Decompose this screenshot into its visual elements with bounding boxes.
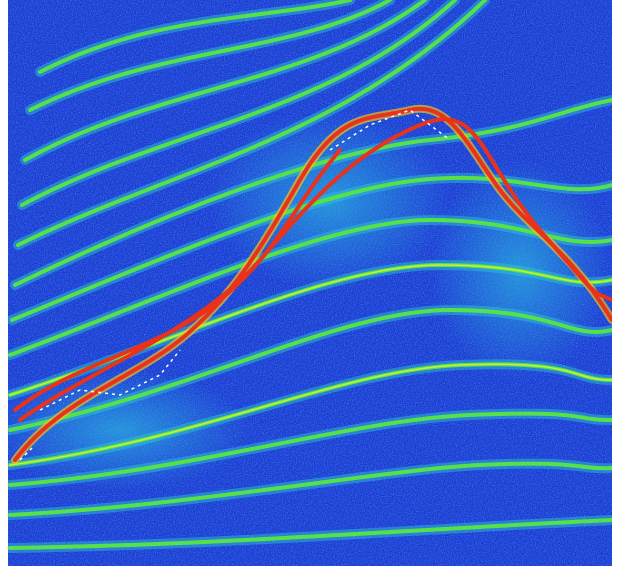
crossing-lines	[11, 104, 612, 464]
image-content	[8, 0, 612, 566]
harmonic-lines	[8, 0, 612, 550]
